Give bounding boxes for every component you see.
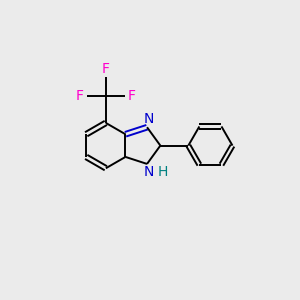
Text: N: N: [143, 112, 154, 126]
Text: H: H: [158, 165, 168, 179]
Text: F: F: [128, 89, 136, 103]
Text: F: F: [102, 62, 110, 76]
Text: N: N: [143, 165, 154, 179]
Text: F: F: [76, 89, 84, 103]
